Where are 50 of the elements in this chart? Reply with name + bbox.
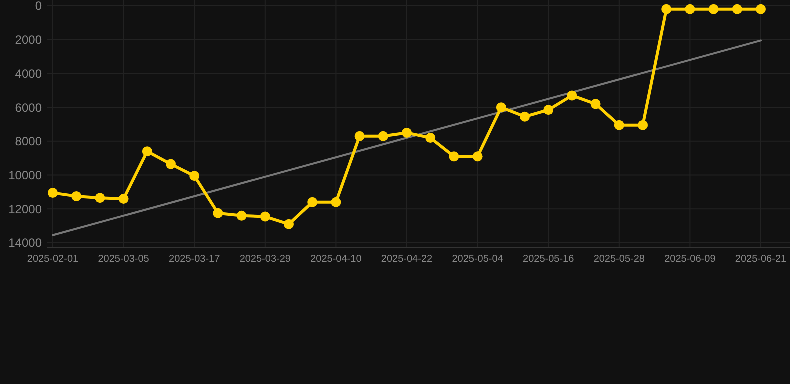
point [142,146,152,157]
y-tick-label: 2000 [15,33,42,48]
point [190,171,200,182]
x-tick-label: 2025-03-17 [169,254,221,265]
point [756,4,766,14]
point [331,197,342,208]
x-tick-label: 2025-06-09 [664,254,716,265]
point [449,152,460,162]
point [284,219,294,230]
y-tick-label: 6000 [15,100,42,115]
point [520,112,530,122]
point [732,4,742,14]
x-tick-label: 2025-05-04 [452,254,504,265]
point [236,210,247,221]
point [496,102,506,113]
x-tick-label: 2025-06-21 [735,254,788,265]
point [708,4,719,14]
point [662,4,672,14]
y-tick-label: 8000 [15,134,42,149]
point [354,131,365,142]
point [567,90,578,101]
x-tick-label: 2025-02-01 [27,254,80,265]
x-tick-label: 2025-04-22 [381,254,434,265]
x-tick-label: 2025-03-29 [240,254,292,265]
y-tick-label: 12000 [8,202,42,216]
y-tick-label: 14000 [8,236,42,250]
point [48,188,58,198]
point [260,212,270,222]
point [685,4,696,14]
y-tick-label: 0 [35,0,42,14]
y-tick-label: 10000 [8,168,42,182]
point [213,208,224,218]
point [638,120,648,130]
point [378,131,388,142]
point [472,152,483,162]
y-tick-label: 4000 [15,66,42,81]
point [95,193,106,204]
point [590,99,601,110]
point [166,159,176,170]
x-tick-label: 2025-05-16 [523,254,575,265]
point [402,128,412,138]
point [544,105,554,116]
point [426,133,436,144]
x-tick-label: 2025-04-10 [310,254,362,265]
point [72,191,82,202]
x-tick-label: 2025-03-05 [98,254,150,265]
x-tick-label: 2025-05-28 [594,254,646,265]
point [118,194,129,204]
point [308,197,318,208]
point [614,120,624,130]
